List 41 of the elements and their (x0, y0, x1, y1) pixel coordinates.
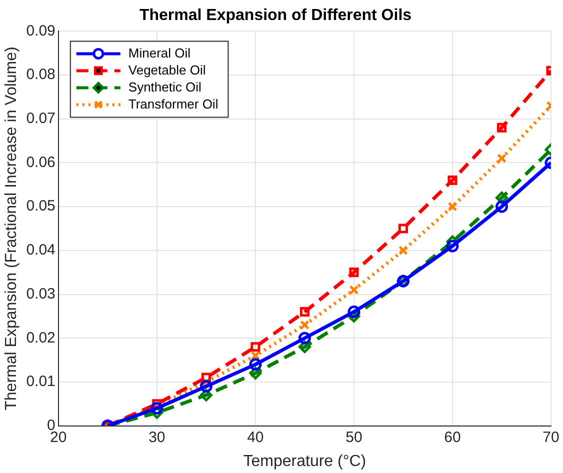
y-tick-label: 0.01 (26, 373, 56, 390)
point (496, 122, 507, 132)
y-tick-label: 0.07 (26, 110, 56, 128)
point (448, 202, 458, 212)
x-tick-label: 70 (542, 428, 560, 446)
point (349, 285, 359, 295)
point (300, 307, 310, 317)
x-tick-label: 30 (148, 428, 166, 446)
point (398, 224, 408, 234)
point (249, 358, 262, 371)
y-tick-label: 0.06 (26, 154, 56, 171)
legend-label: Mineral Oil (128, 45, 191, 60)
y-tick-label: 0.02 (26, 329, 56, 346)
point (250, 350, 260, 360)
point (348, 306, 360, 318)
y-tick-label: 0.09 (26, 22, 56, 40)
point (446, 240, 459, 252)
point (448, 175, 458, 186)
point (495, 200, 508, 213)
legend-label: Transformer Oil (128, 96, 218, 112)
x-tick-label: 20 (50, 428, 67, 446)
point (300, 320, 310, 330)
chart-title: Thermal Expansion of Different Oils (139, 7, 412, 24)
x-tick-label: 50 (346, 428, 362, 446)
point (349, 268, 359, 278)
y-tick-label: 0.03 (26, 285, 56, 302)
y-tick-label: 0.05 (26, 198, 56, 215)
legend-label: Vegetable Oil (128, 62, 206, 78)
y-axis-title: Thermal Expansion (Fractional Increase in Volume) (3, 46, 20, 410)
point (200, 380, 212, 393)
point (496, 154, 507, 164)
point (150, 402, 164, 415)
x-tick-label: 60 (444, 428, 461, 446)
point (298, 332, 311, 344)
legend-label: Synthetic Oil (128, 79, 202, 94)
y-tick-label: 0.08 (26, 66, 56, 84)
y-tick-label: 0.04 (26, 242, 56, 259)
point (398, 246, 408, 256)
x-tick-label: 40 (247, 428, 264, 446)
x-axis-title: Temperature (°C) (243, 452, 366, 470)
point (250, 342, 260, 352)
